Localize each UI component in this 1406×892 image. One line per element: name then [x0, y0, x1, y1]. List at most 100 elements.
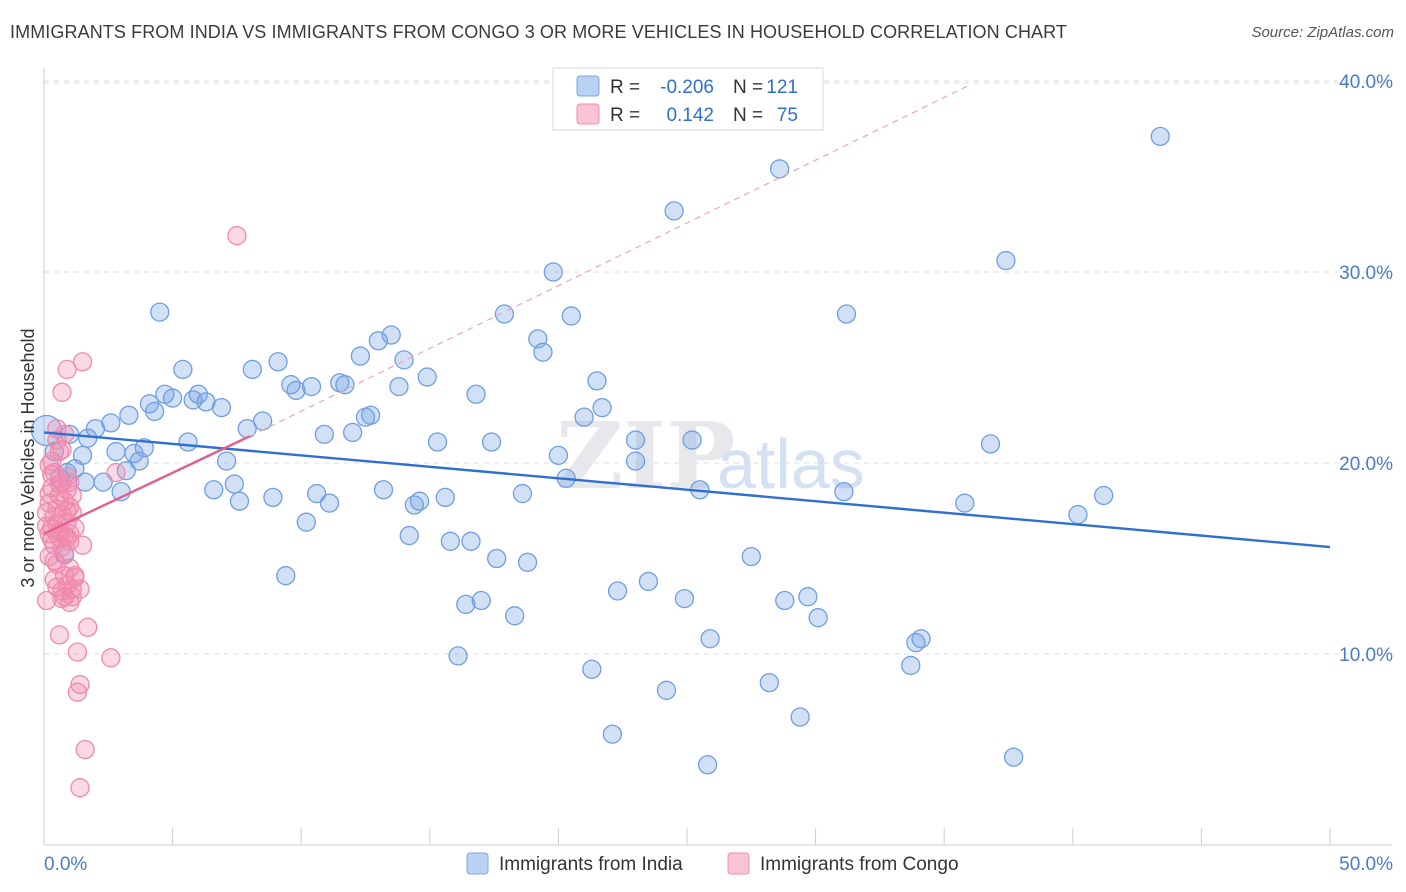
data-point [296, 512, 316, 532]
data-point [72, 352, 93, 372]
data-point [456, 594, 476, 614]
source-credit: Source: ZipAtlas.com [1251, 24, 1394, 41]
data-point [301, 376, 322, 397]
data-point [1003, 747, 1024, 767]
legend-n-label-congo: N = [733, 105, 763, 126]
data-point [52, 382, 72, 402]
legend-r-india: -0.206 [660, 77, 714, 98]
data-point [625, 430, 646, 450]
data-point [150, 302, 170, 322]
data-point [505, 606, 525, 626]
data-point [906, 632, 926, 653]
data-point [602, 724, 623, 744]
data-point [47, 499, 67, 519]
data-point [427, 432, 448, 452]
data-point [494, 304, 515, 324]
data-point [60, 531, 80, 551]
data-point [448, 646, 468, 666]
data-point [996, 250, 1016, 271]
data-point [808, 608, 828, 628]
data-point [178, 432, 198, 452]
data-point [211, 397, 232, 418]
data-point [106, 462, 126, 483]
data-point [769, 159, 790, 179]
data-point [314, 424, 334, 445]
y-tick-labels: 10.0% 20.0% 30.0% 40.0% [1339, 72, 1393, 666]
data-point [62, 485, 82, 506]
data-point [834, 481, 854, 502]
data-point [49, 474, 70, 494]
data-point [548, 445, 569, 466]
data-point [54, 543, 75, 563]
data-point [674, 588, 695, 609]
data-point [625, 451, 646, 471]
data-point [52, 439, 72, 460]
data-point [252, 411, 273, 431]
y-tick-label-40: 40.0% [1339, 72, 1393, 93]
data-point [461, 531, 481, 551]
data-point [404, 495, 425, 515]
data-point [664, 201, 684, 221]
y-axis-label: 3 or more Vehicles in Household [18, 328, 38, 587]
data-point [481, 432, 502, 452]
bottom-legend-congo: Immigrants from Congo [760, 854, 959, 875]
legend-r-congo: 0.142 [666, 105, 714, 126]
data-point [587, 371, 607, 391]
data-point [227, 226, 247, 246]
data-point [517, 552, 538, 572]
data-point [67, 682, 88, 702]
data-point [263, 487, 283, 508]
data-point [44, 569, 64, 590]
data-point [306, 483, 327, 504]
data-point [574, 407, 594, 427]
bottom-legend-swatch-india [466, 852, 489, 875]
data-point [173, 359, 193, 380]
data-point [204, 480, 224, 500]
y-tick-label-30: 30.0% [1339, 263, 1393, 284]
data-point [62, 587, 82, 607]
data-point [1094, 485, 1114, 506]
x-tick-labels: 0.0% 50.0% [44, 854, 1393, 875]
data-point [836, 304, 857, 324]
legend-r-label-congo: R = [610, 105, 640, 126]
data-point [911, 629, 931, 649]
data-point [389, 376, 409, 397]
data-point [319, 493, 340, 513]
data-point [741, 546, 761, 567]
data-point [57, 359, 77, 380]
data-point [394, 350, 414, 370]
data-point [335, 375, 355, 395]
x-tick-label-min: 0.0% [44, 854, 87, 875]
data-point [276, 566, 296, 586]
data-point [268, 352, 288, 372]
data-point [106, 441, 126, 462]
data-point [70, 778, 90, 798]
data-point [47, 577, 67, 597]
data-point [980, 434, 1001, 454]
data-point [342, 422, 363, 443]
legend-n-congo: 75 [777, 105, 798, 126]
chart-title: IMMIGRANTS FROM INDIA VS IMMIGRANTS FROM… [10, 22, 1068, 42]
data-point [466, 384, 486, 404]
data-point [350, 346, 371, 366]
data-point [638, 571, 659, 592]
y-tick-label-20: 20.0% [1339, 454, 1393, 475]
data-point [656, 680, 677, 700]
x-tick-label-max: 50.0% [1339, 854, 1393, 875]
trend-extension-1 [249, 84, 971, 437]
data-point [70, 579, 90, 599]
data-point [229, 491, 250, 511]
data-point [955, 493, 975, 513]
data-point [281, 375, 301, 395]
data-point [798, 587, 818, 607]
data-point [561, 306, 581, 326]
data-point [75, 739, 95, 760]
data-point [512, 483, 533, 504]
bottom-legend-india: Immigrants from India [499, 854, 683, 875]
data-point [65, 567, 85, 588]
legend-n-label-india: N = [733, 77, 763, 98]
watermark: ZIP atlas [556, 402, 865, 510]
data-point [144, 401, 165, 422]
data-points [30, 126, 1170, 798]
